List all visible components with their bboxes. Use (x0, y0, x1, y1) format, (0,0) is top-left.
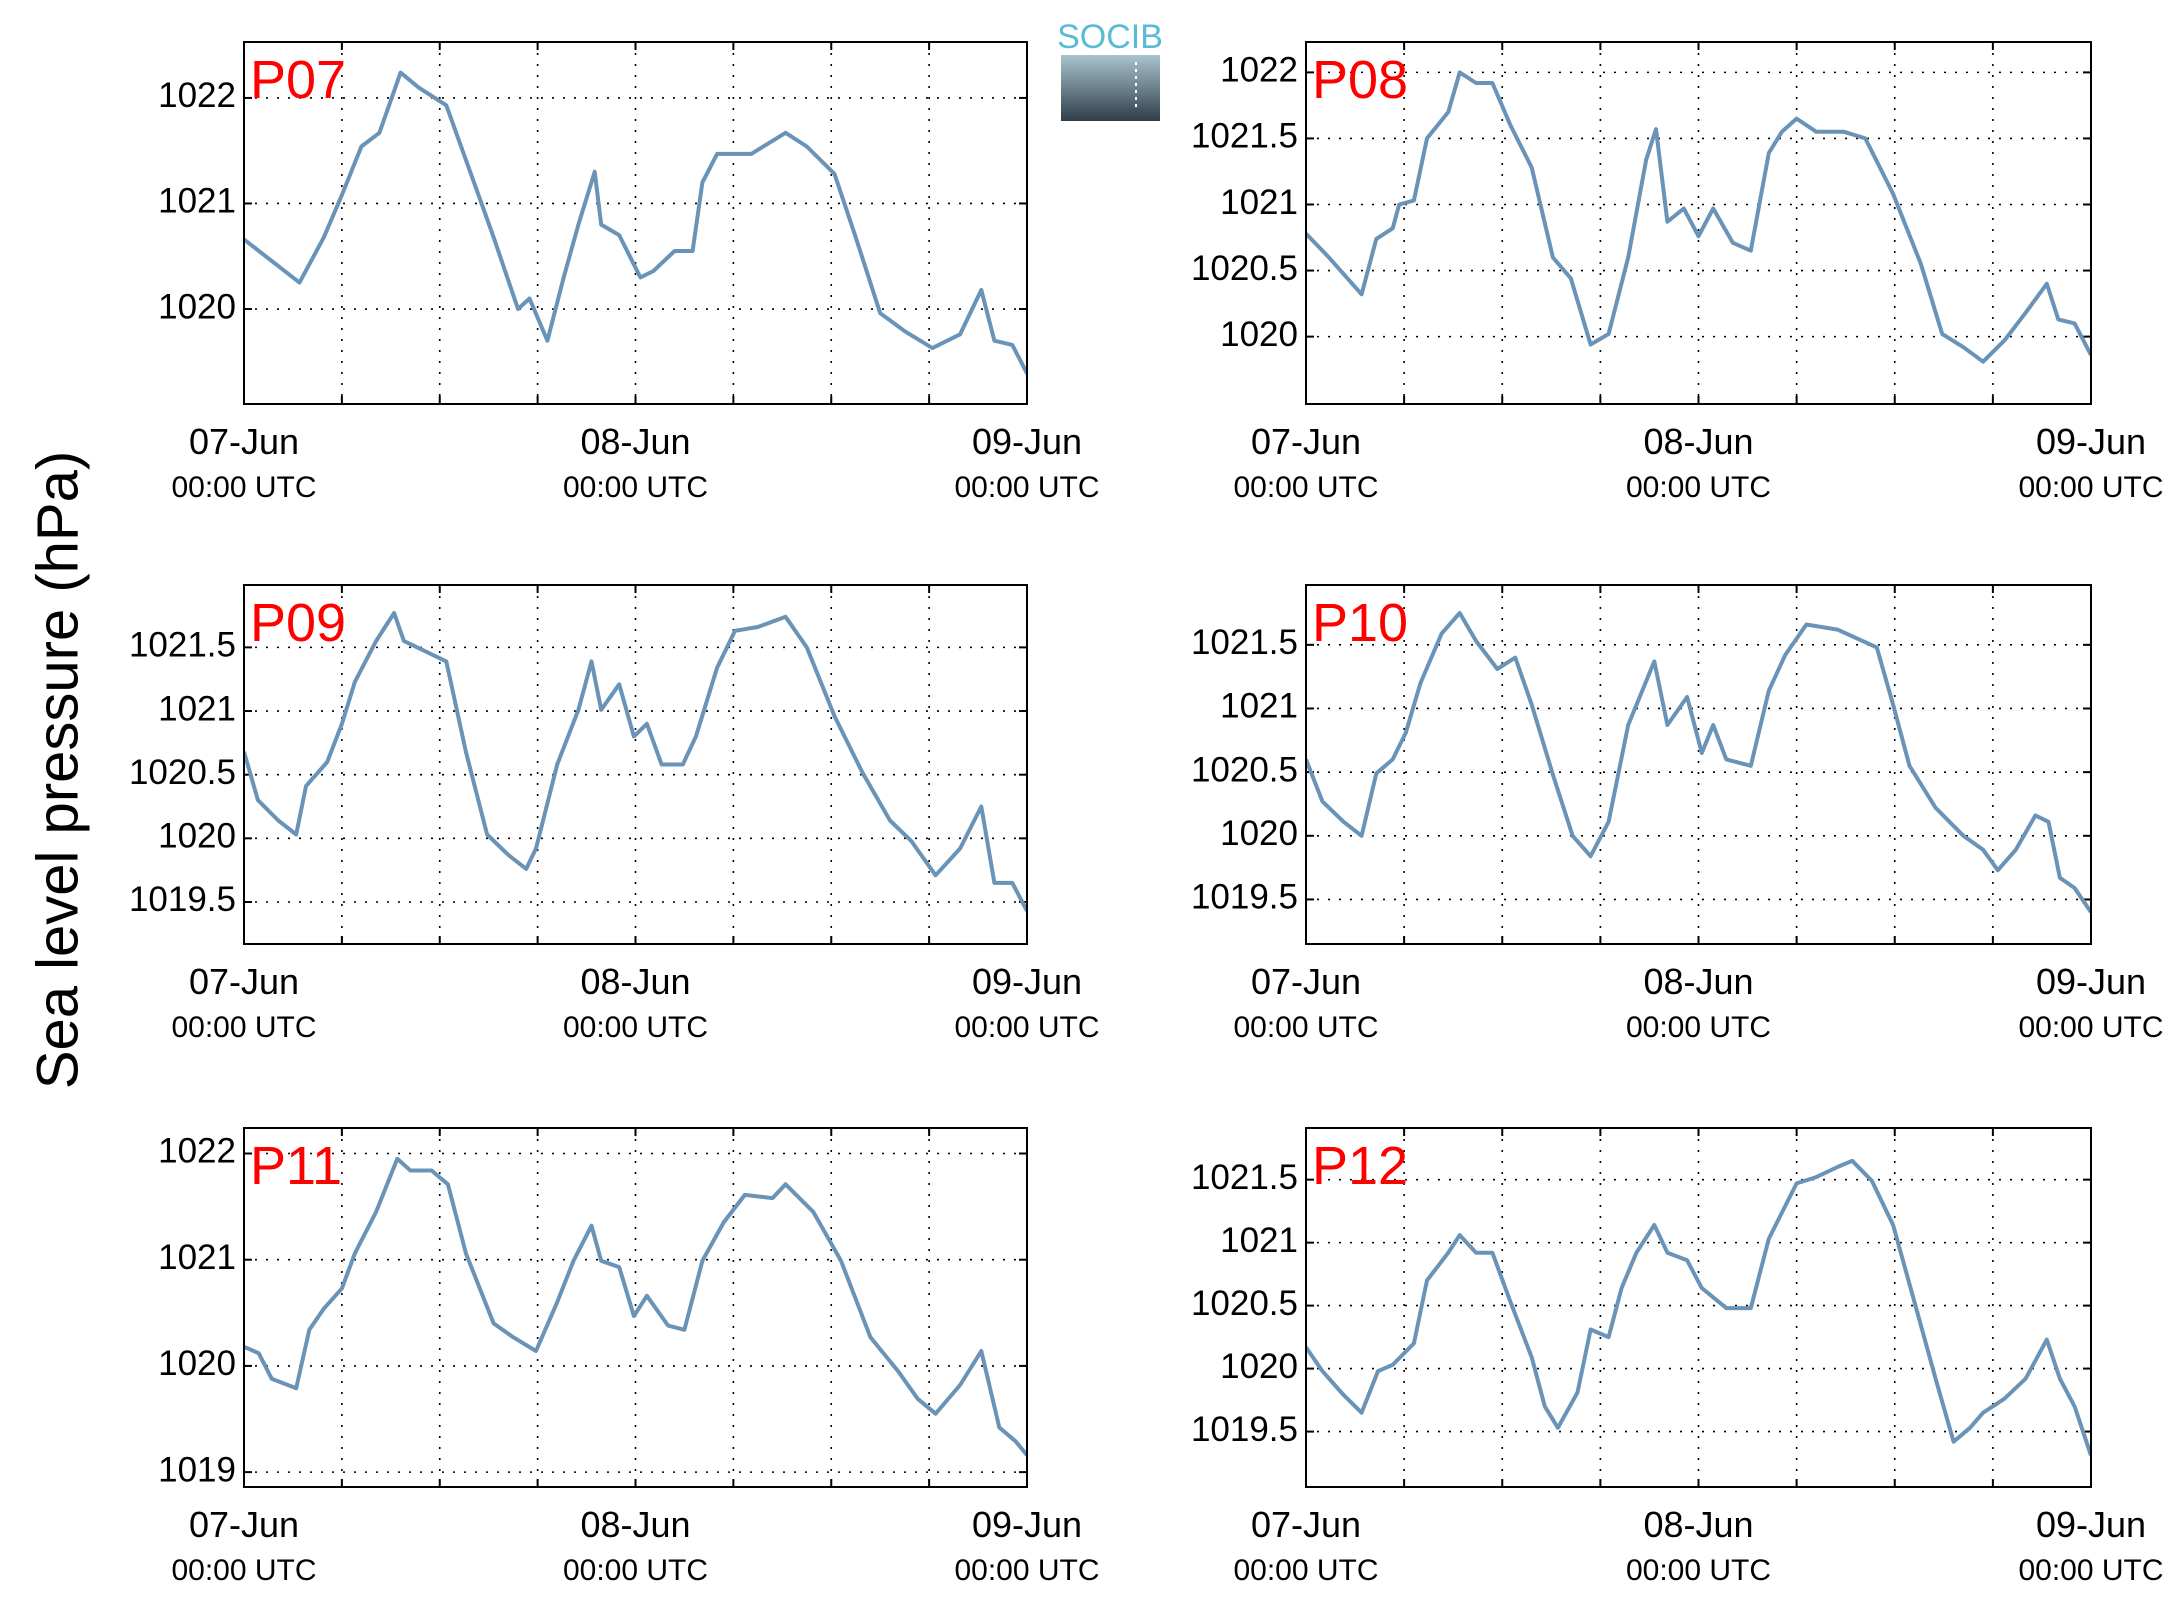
axes-frame (1305, 41, 2092, 405)
data-line (1306, 611, 2091, 914)
data-line (1306, 1158, 2091, 1457)
logo-text: SOCIB (1057, 18, 1163, 56)
x-tick-label: 08-Jun (1643, 1504, 1753, 1545)
x-tick-label: 07-Jun (1251, 961, 1361, 1002)
x-tick-label: 09-Jun (2036, 1504, 2146, 1545)
x-tick-label: 07-Jun (189, 421, 299, 462)
x-tick-sublabel: 00:00 UTC (1626, 1011, 1771, 1044)
x-tick-sublabel: 00:00 UTC (954, 1011, 1099, 1044)
y-tick-label: 1021.5 (1191, 1158, 1298, 1197)
x-tick-sublabel: 00:00 UTC (171, 1011, 316, 1044)
y-tick-label: 1020 (158, 287, 236, 326)
y-tick-label: 1021 (158, 1238, 236, 1277)
x-tick-label: 08-Jun (1643, 961, 1753, 1002)
y-tick-label: 1022 (158, 76, 236, 115)
y-tick-label: 1021 (1220, 1221, 1298, 1260)
x-tick-sublabel: 00:00 UTC (1233, 1554, 1378, 1587)
x-tick-sublabel: 00:00 UTC (1233, 1011, 1378, 1044)
y-tick-label: 1020 (1220, 1347, 1298, 1386)
panel: 1019.5 1020 1020.5 1021 1021.5 07-Jun 00:00 UT… (129, 584, 1100, 1044)
panel-title: P12 (1312, 1136, 1408, 1196)
logo: SOCIB (1057, 18, 1163, 121)
panel: 1020 1020.5 1021 1021.5 1022 07-Jun 00:00 UTC 0… (1191, 41, 2164, 504)
axes-frame (1305, 584, 2092, 945)
x-tick-label: 08-Jun (580, 1504, 690, 1545)
y-tick-label: 1021.5 (129, 626, 236, 665)
y-tick-label: 1020.5 (1191, 1284, 1298, 1323)
y-tick-label: 1022 (1220, 51, 1298, 90)
x-tick-sublabel: 00:00 UTC (1233, 471, 1378, 504)
data-line (1306, 70, 2091, 364)
x-tick-sublabel: 00:00 UTC (954, 1554, 1099, 1587)
panel-title: P11 (250, 1136, 342, 1196)
x-tick-label: 07-Jun (1251, 421, 1361, 462)
y-tick-label: 1019 (158, 1450, 236, 1489)
x-tick-label: 07-Jun (189, 961, 299, 1002)
x-tick-sublabel: 00:00 UTC (563, 1554, 708, 1587)
y-tick-label: 1020.5 (1191, 249, 1298, 288)
panel-title: P09 (250, 593, 346, 653)
y-tick-label: 1020 (158, 1344, 236, 1383)
x-tick-sublabel: 00:00 UTC (1626, 471, 1771, 504)
x-tick-label: 07-Jun (189, 1504, 299, 1545)
y-tick-label: 1021 (1220, 687, 1298, 726)
x-tick-label: 09-Jun (972, 1504, 1082, 1545)
y-tick-label: 1020 (158, 817, 236, 856)
axes-frame (243, 41, 1028, 405)
y-tick-label: 1020.5 (1191, 750, 1298, 789)
x-tick-sublabel: 00:00 UTC (563, 471, 708, 504)
x-tick-label: 07-Jun (1251, 1504, 1361, 1545)
x-tick-sublabel: 00:00 UTC (2018, 1554, 2163, 1587)
y-tick-label: 1019.5 (1191, 1410, 1298, 1449)
x-tick-label: 09-Jun (972, 421, 1082, 462)
y-tick-label: 1021 (158, 689, 236, 728)
x-tick-sublabel: 00:00 UTC (954, 471, 1099, 504)
y-tick-label: 1021 (1220, 183, 1298, 222)
x-tick-label: 08-Jun (1643, 421, 1753, 462)
data-line (244, 611, 1027, 912)
x-tick-sublabel: 00:00 UTC (1626, 1554, 1771, 1587)
axes-frame (243, 1127, 1028, 1488)
panel: 1019 1020 1021 1022 07-Jun 00:00 UTC 08-Jun 00:… (158, 1127, 1100, 1587)
y-axis-label: Sea level pressure (hPa) (25, 451, 90, 1089)
panel: 1019.5 1020 1020.5 1021 1021.5 07-Jun 00:00 UT… (1191, 584, 2164, 1044)
panel-title: P10 (1312, 593, 1408, 653)
y-tick-label: 1020.5 (129, 753, 236, 792)
panel-title: P07 (250, 50, 346, 110)
y-tick-label: 1021.5 (1191, 623, 1298, 662)
logo-block (1061, 55, 1160, 121)
y-tick-label: 1020 (1220, 315, 1298, 354)
panel-title: P08 (1312, 50, 1408, 110)
y-tick-label: 1020 (1220, 814, 1298, 853)
x-tick-sublabel: 00:00 UTC (171, 471, 316, 504)
panel: 1019.5 1020 1020.5 1021 1021.5 07-Jun 00:00 UT… (1191, 1127, 2164, 1587)
axes-frame (243, 584, 1028, 945)
x-tick-label: 09-Jun (2036, 961, 2146, 1002)
x-tick-label: 09-Jun (2036, 421, 2146, 462)
data-line (244, 1156, 1027, 1457)
x-tick-label: 09-Jun (972, 961, 1082, 1002)
x-tick-sublabel: 00:00 UTC (563, 1011, 708, 1044)
y-tick-label: 1022 (158, 1132, 236, 1171)
y-tick-label: 1021.5 (1191, 117, 1298, 156)
x-tick-label: 08-Jun (580, 961, 690, 1002)
x-tick-label: 08-Jun (580, 421, 690, 462)
panel: 1020 1021 1022 07-Jun 00:00 UTC 08-Jun 00:00 U… (158, 41, 1100, 504)
x-tick-sublabel: 00:00 UTC (171, 1554, 316, 1587)
y-tick-label: 1019.5 (129, 880, 236, 919)
data-line (244, 70, 1027, 375)
x-tick-sublabel: 00:00 UTC (2018, 1011, 2163, 1044)
y-tick-label: 1019.5 (1191, 878, 1298, 917)
x-tick-sublabel: 00:00 UTC (2018, 471, 2163, 504)
y-tick-label: 1021 (158, 182, 236, 221)
axes-frame (1305, 1127, 2092, 1488)
